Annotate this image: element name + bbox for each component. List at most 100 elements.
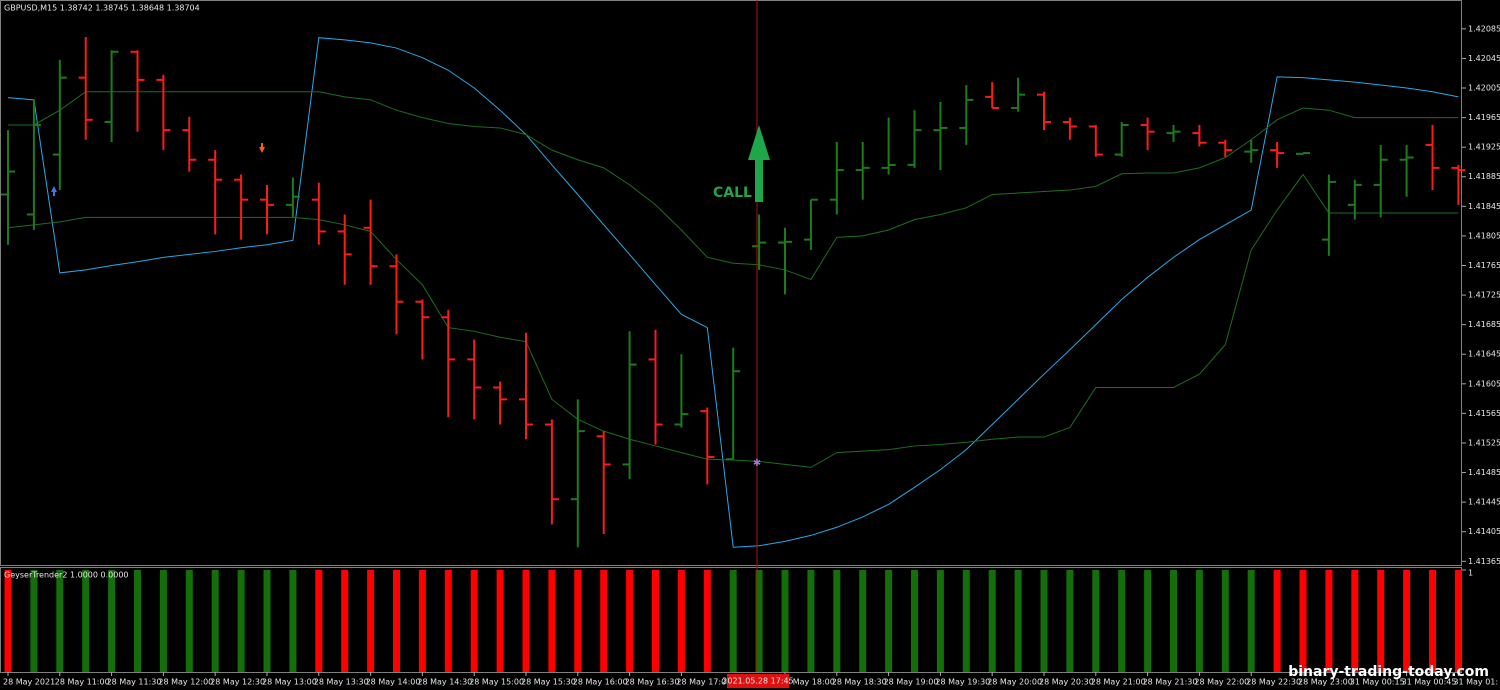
histogram-bar: [315, 570, 323, 672]
histogram-bar: [134, 570, 141, 672]
histogram-bar: [1351, 570, 1359, 672]
x-tick-label: 28 May 19:00: [884, 678, 939, 687]
histogram-bar: [393, 570, 400, 672]
y-tick-label: 1.41845: [1468, 202, 1500, 211]
histogram-bar: [988, 570, 996, 672]
y-tick-label: 1.41645: [1468, 350, 1500, 359]
histogram-bar: [1273, 570, 1281, 672]
x-tick-label: 28 May 13:00: [262, 678, 317, 687]
x-tick-label: 31 May 01:: [1453, 678, 1498, 687]
histogram-bar: [470, 570, 478, 672]
x-tick-label: 28 May 17:00: [676, 678, 731, 687]
x-tick-label: 28 May 14:30: [417, 678, 472, 687]
cursor-time: 2021.05.28 17:45: [722, 677, 793, 686]
histogram-bar: [108, 570, 116, 672]
x-tick-label: 28 May 15:30: [521, 678, 576, 687]
call-arrow: [748, 125, 770, 202]
x-tick-label: 28 May 18:00: [780, 678, 835, 687]
y-tick-label: 1.41445: [1468, 498, 1500, 507]
histogram-bar: [263, 570, 271, 672]
histogram-bar: [211, 570, 219, 672]
histogram-bar: [82, 570, 90, 672]
histogram-bar: [367, 570, 375, 672]
histogram-bar: [1092, 570, 1100, 672]
watermark: binary-trading-today.com: [1288, 664, 1489, 680]
histogram-bar: [600, 570, 608, 672]
histogram-bar: [807, 570, 815, 672]
histogram-bar: [703, 570, 711, 672]
histogram-bar: [496, 570, 504, 672]
histogram-bar: [1118, 570, 1126, 672]
x-tick-label: 31 May 00:15: [1350, 678, 1405, 687]
histogram-bar: [1403, 570, 1411, 672]
histogram-bar: [626, 570, 634, 672]
histogram-bar: [1040, 570, 1048, 672]
y-tick-label: 1.41925: [1468, 143, 1500, 152]
x-tick-label: 28 May 12:30: [210, 678, 265, 687]
x-tick-label: 28 May 22:00: [1194, 678, 1249, 687]
histogram-bar: [418, 570, 426, 672]
histogram-bar: [1325, 570, 1333, 672]
x-tick-label: 28 May 11:30: [107, 678, 162, 687]
main-panel-border: [0, 0, 1462, 566]
histogram-bar: [677, 570, 685, 672]
y-tick-label: 1.41405: [1468, 527, 1500, 536]
histogram-bar: [885, 570, 893, 672]
indicator-line: [7, 37, 1459, 548]
down-signal: [259, 143, 265, 153]
x-tick-label: 28 May 22:30: [1246, 678, 1301, 687]
histogram-bar: [4, 570, 12, 672]
histogram-bar: [1170, 570, 1177, 672]
histogram-bar: [1247, 570, 1255, 672]
y-tick-label: 1.41965: [1468, 113, 1500, 122]
histogram-bar: [1014, 570, 1022, 672]
y-tick-label: 1.41765: [1468, 261, 1500, 270]
histogram-bar: [1429, 570, 1436, 672]
x-tick-label: 28 May 19:30: [935, 678, 990, 687]
histogram-bar: [1377, 570, 1385, 672]
histogram-bar: [911, 570, 918, 672]
histogram-bar: [652, 570, 659, 672]
histogram-bar: [962, 570, 970, 672]
y-tick-label: 1.42085: [1468, 24, 1500, 33]
cursor-marker: ✱: [753, 458, 761, 469]
chart-title: GBPUSD,M15 1.38742 1.38745 1.38648 1.387…: [4, 4, 200, 13]
up-signal: [51, 186, 57, 196]
histogram-bar: [444, 570, 452, 672]
x-tick-label: 28 May 15:00: [469, 678, 524, 687]
x-tick-label: 28 May 18:30: [832, 678, 887, 687]
histogram-bar: [574, 570, 582, 672]
histogram-bar: [548, 570, 556, 672]
histogram-bar: [1195, 570, 1203, 672]
x-tick-label: 28 May 16:00: [573, 678, 628, 687]
x-tick-label: 28 May 11:00: [55, 678, 110, 687]
x-tick-label: 28 May 13:30: [314, 678, 369, 687]
histogram-bar: [341, 570, 349, 672]
y-tick-label: 1.42005: [1468, 84, 1500, 93]
x-tick-label: 28 May 14:00: [366, 678, 421, 687]
indicator-title: GeyserTrender2 1.0000 0.0000: [4, 571, 129, 580]
cursor-time-box: [727, 674, 789, 688]
x-tick-label: 31 May 00:45: [1402, 678, 1457, 687]
y-tick-label: 1.41605: [1468, 379, 1500, 388]
histogram-bar: [1299, 570, 1307, 672]
y-tick-label: 1.41525: [1468, 438, 1500, 447]
y-tick-label: 1.41725: [1468, 291, 1500, 300]
y-tick-label: 1.41365: [1468, 557, 1500, 566]
histogram-bar: [289, 570, 297, 672]
y-tick-label: 1.41805: [1468, 231, 1500, 240]
histogram-bar: [781, 570, 789, 672]
call-label: CALL: [713, 185, 752, 201]
histogram-bar: [833, 570, 841, 672]
histogram-bar: [1144, 570, 1152, 672]
x-tick-label: 28 May 12:00: [158, 678, 213, 687]
histogram-bar: [755, 570, 763, 672]
histogram-bar: [237, 570, 245, 672]
x-tick-label: 28 May 2021: [3, 678, 55, 687]
x-tick-label: 28 May 20:00: [987, 678, 1042, 687]
histogram-bar: [729, 570, 737, 672]
y-tick-label: 1.41485: [1468, 468, 1500, 477]
histogram-bar: [522, 570, 530, 672]
x-tick-label: 28 May 21:30: [1143, 678, 1198, 687]
